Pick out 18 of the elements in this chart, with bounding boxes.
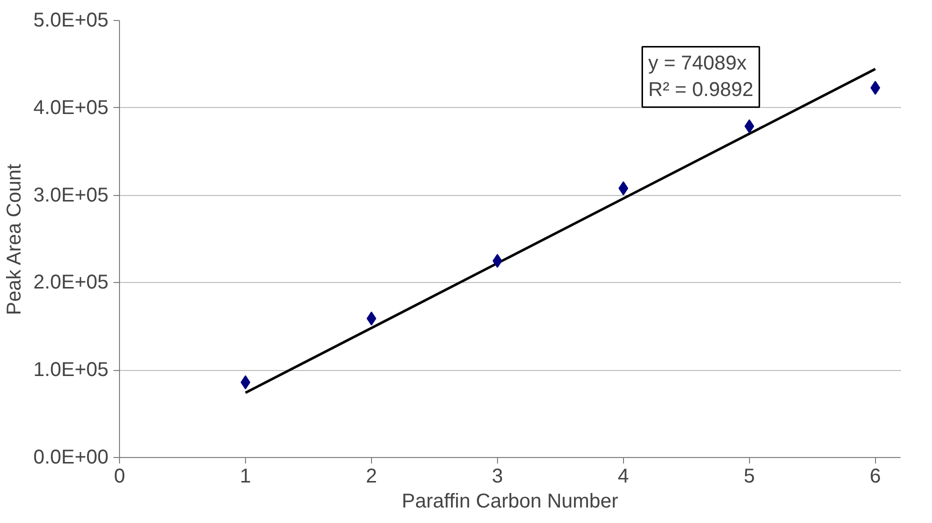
x-tick-label: 3 [492, 466, 503, 488]
y-tick-label: 3.0E+05 [33, 184, 109, 206]
x-tick-label: 2 [366, 466, 377, 488]
point [870, 80, 880, 95]
y-tick-label: 4.0E+05 [33, 96, 109, 119]
annotation: y = 74089x [648, 52, 747, 75]
x-tick-label: 0 [114, 466, 126, 488]
y-tick-label: 0.0E+00 [33, 446, 109, 468]
x-tick-label: 6 [870, 466, 881, 488]
y-tick-label: 2.0E+05 [33, 272, 109, 294]
x-tick-label: 5 [744, 466, 755, 488]
x-axis-title: Paraffin Carbon Number [402, 490, 619, 512]
x-tick-label: 1 [240, 466, 252, 488]
annotation: R² = 0.9892 [648, 79, 754, 102]
y-tick-label: 5.0E+05 [33, 10, 109, 32]
x-tick-label: 4 [618, 466, 629, 488]
y-axis-title: Peak Area Count [3, 164, 26, 316]
y-tick-label: 1.0E+05 [33, 359, 109, 382]
